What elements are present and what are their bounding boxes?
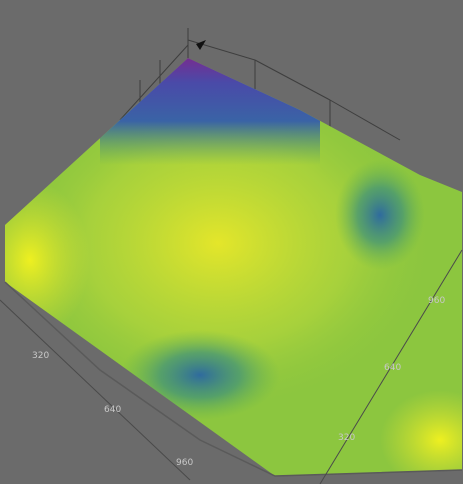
right-tick-label: 960	[428, 296, 445, 306]
right-tick-label: 640	[384, 363, 401, 373]
left-tick-label: 320	[32, 351, 49, 361]
left-tick-label: 960	[176, 458, 193, 468]
right-tick-label: 320	[338, 433, 355, 443]
page: {"axes": {"left": ["320", "640", "960"],…	[0, 0, 463, 484]
left-tick-label: 640	[104, 405, 121, 415]
surface-view: 320 640 960 960 640 320	[0, 0, 463, 484]
